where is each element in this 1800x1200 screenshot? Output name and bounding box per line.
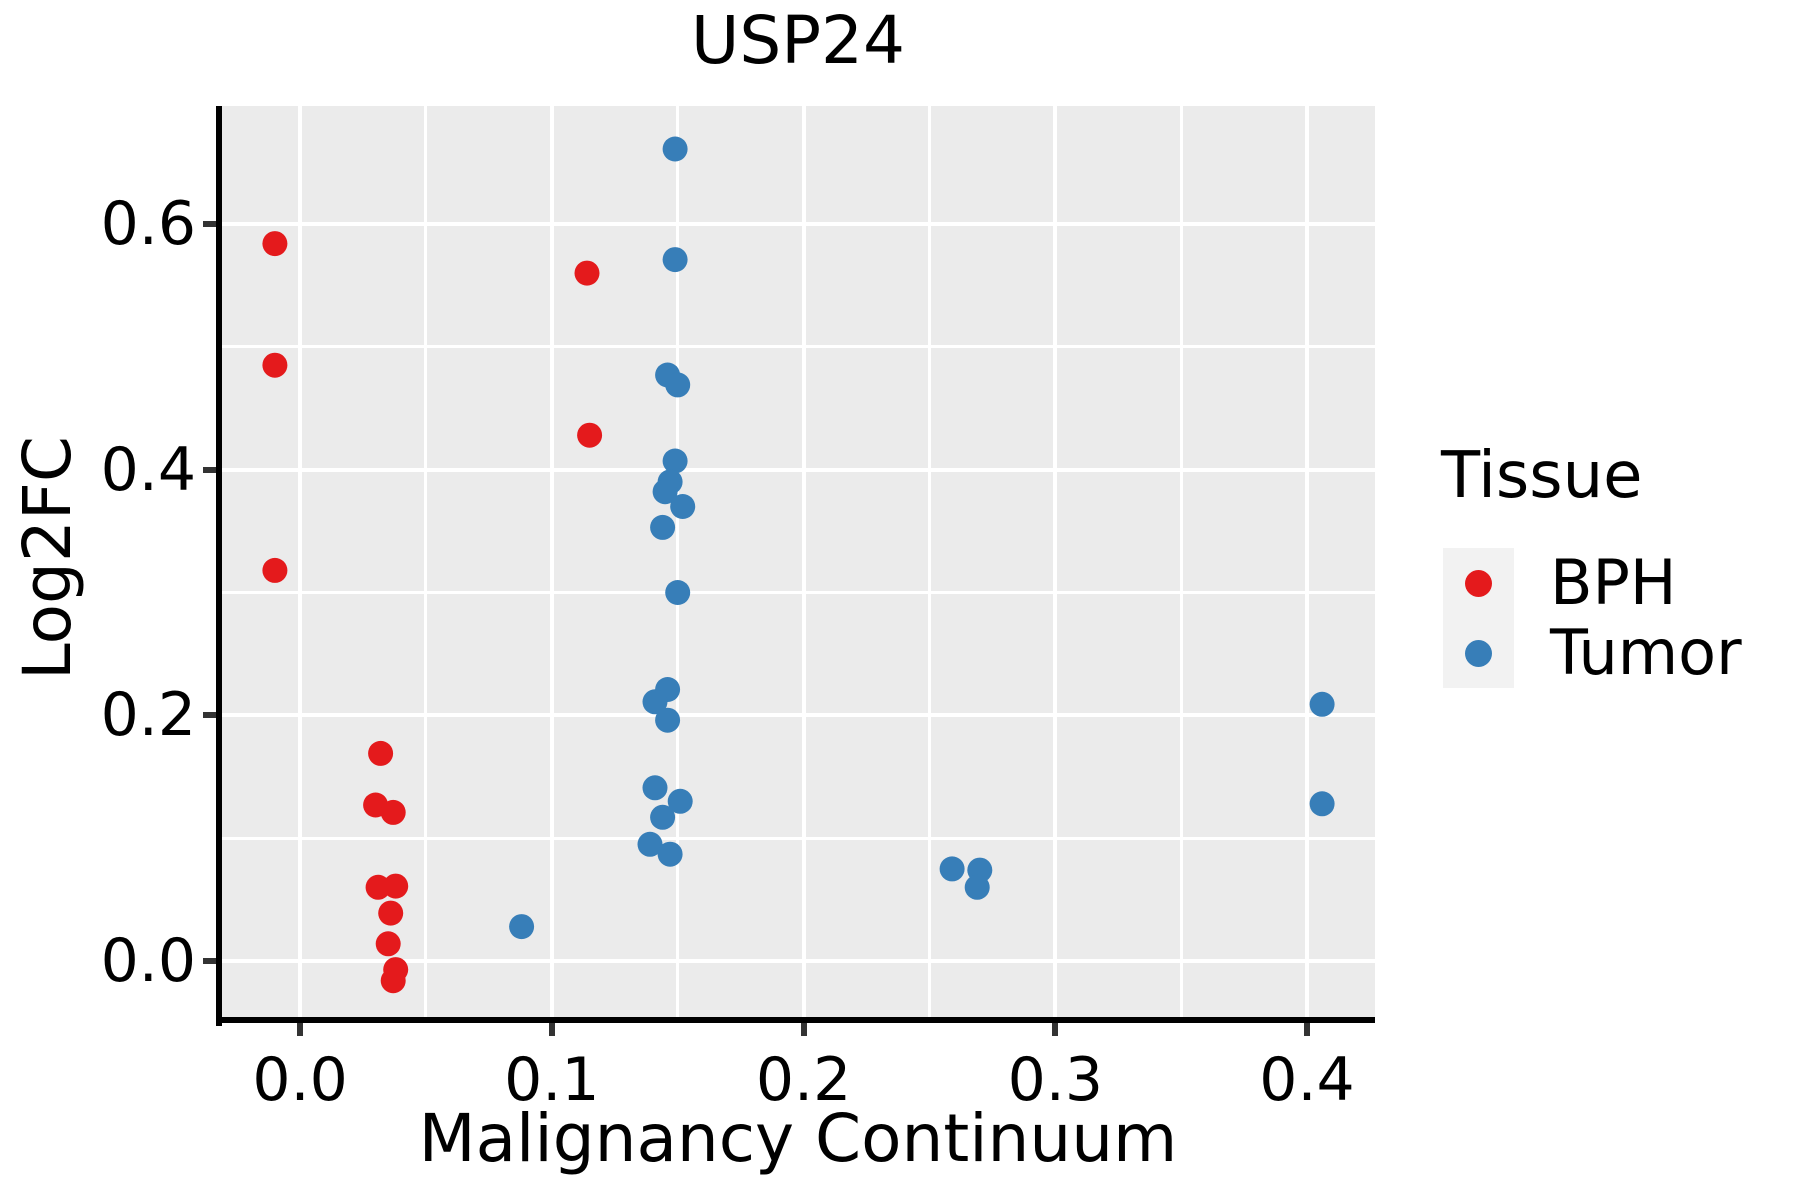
minor-gridline	[222, 590, 1375, 594]
x-axis-title: Malignancy Continuum	[418, 1100, 1178, 1177]
data-point-tumor	[1309, 791, 1335, 817]
plot-panel	[222, 106, 1375, 1020]
data-point-tumor	[652, 479, 678, 505]
y-tick-mark	[203, 466, 216, 473]
legend-key-tumor	[1443, 618, 1514, 688]
data-point-tumor	[662, 448, 688, 474]
legend-title: Tissue	[1441, 439, 1643, 513]
data-point-tumor	[657, 841, 683, 867]
tumor-dot-icon	[1465, 639, 1492, 667]
y-tick-mark	[203, 220, 216, 227]
data-point-bph	[262, 231, 288, 257]
y-tick-mark	[203, 712, 216, 719]
minor-gridline	[222, 345, 1375, 349]
x-tick-label: 0.2	[755, 1045, 852, 1115]
data-point-tumor	[662, 247, 688, 273]
x-tick-mark	[548, 1023, 555, 1036]
legend-label-bph: BPH	[1550, 546, 1677, 619]
data-point-bph	[574, 260, 600, 286]
data-point-bph	[577, 422, 603, 448]
x-tick-label: 0.0	[252, 1045, 348, 1115]
legend-item-tumor: Tumor	[1443, 618, 1742, 688]
data-point-tumor	[939, 856, 965, 882]
major-gridline	[222, 221, 1375, 226]
bph-dot-icon	[1465, 569, 1492, 597]
x-tick-mark	[800, 1023, 807, 1036]
data-point-tumor	[642, 689, 668, 715]
data-point-tumor	[650, 804, 676, 830]
major-gridline	[1053, 106, 1058, 1020]
minor-gridline	[424, 106, 428, 1020]
y-tick-label: 0.4	[100, 434, 196, 505]
data-point-tumor	[642, 775, 668, 801]
data-point-tumor	[655, 707, 681, 733]
data-point-tumor	[1309, 691, 1335, 717]
x-tick-label: 0.4	[1259, 1045, 1355, 1115]
data-point-tumor	[509, 914, 535, 940]
y-tick-mark	[203, 958, 216, 965]
data-point-bph	[380, 968, 406, 994]
data-point-tumor	[667, 788, 693, 814]
legend-item-bph: BPH	[1443, 548, 1742, 618]
data-point-bph	[378, 900, 404, 926]
data-point-bph	[368, 740, 394, 766]
x-tick-mark	[1052, 1023, 1059, 1036]
x-tick-mark	[1304, 1023, 1311, 1036]
data-point-bph	[380, 799, 406, 825]
scatter-points-layer	[262, 136, 1335, 994]
major-gridline	[1305, 106, 1310, 1020]
data-point-tumor	[964, 874, 990, 900]
legend-label-tumor: Tumor	[1550, 616, 1742, 689]
data-point-tumor	[665, 372, 691, 398]
x-tick-label: 0.3	[1007, 1045, 1103, 1115]
y-tick-label: 0.6	[100, 188, 196, 259]
major-gridline	[801, 106, 806, 1020]
data-point-tumor	[662, 136, 688, 162]
minor-gridline	[927, 106, 931, 1020]
data-point-tumor	[637, 831, 663, 857]
major-gridline	[222, 959, 1375, 964]
data-point-bph	[375, 931, 401, 957]
data-point-bph	[262, 557, 288, 583]
major-gridline	[549, 106, 554, 1020]
minor-gridline	[676, 106, 680, 1020]
y-axis-title: Log2FC	[9, 436, 86, 680]
y-tick-label: 0.2	[100, 680, 196, 751]
x-tick-mark	[297, 1023, 304, 1036]
major-gridline	[222, 467, 1375, 472]
data-point-bph	[383, 873, 409, 899]
y-tick-label: 0.0	[100, 926, 196, 997]
x-tick-label: 0.1	[504, 1045, 600, 1115]
minor-gridline	[1179, 106, 1183, 1020]
data-point-tumor	[665, 580, 691, 605]
plot-title: USP24	[691, 2, 905, 79]
legend-key-bph	[1443, 548, 1514, 618]
legend: Tissue BPH Tumor	[1441, 439, 1742, 688]
data-point-tumor	[650, 514, 676, 540]
major-gridline	[222, 713, 1375, 718]
data-point-tumor	[670, 494, 696, 519]
minor-gridline	[222, 836, 1375, 840]
y-axis-line	[216, 106, 222, 1026]
x-axis-line	[216, 1017, 1375, 1023]
data-point-bph	[262, 352, 288, 378]
major-gridline	[298, 106, 303, 1020]
